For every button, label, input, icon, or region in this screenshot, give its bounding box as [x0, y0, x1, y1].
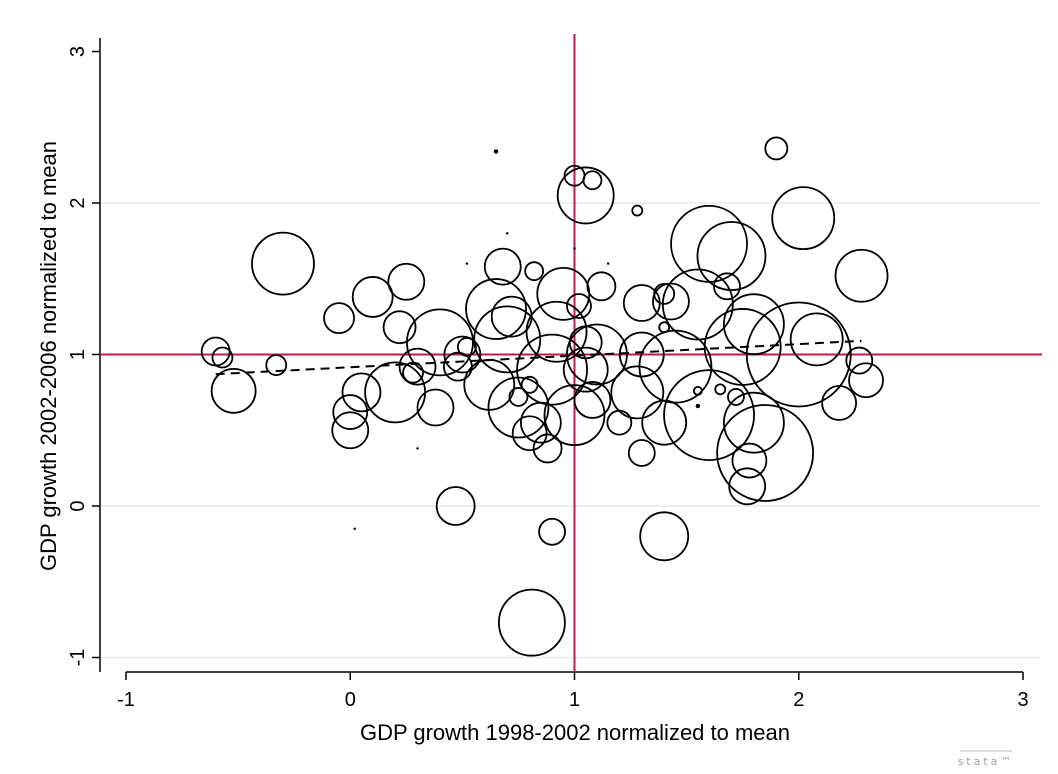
- data-point-14: [821, 385, 858, 421]
- x-axis-title: GDP growth 1998-2002 normalized to mean: [360, 720, 790, 745]
- y-tick-label-3: 3: [67, 46, 89, 57]
- data-point-21: [714, 383, 727, 396]
- data-point-70: [382, 310, 417, 345]
- data-point-13: [848, 362, 884, 399]
- data-point-56: [465, 278, 527, 340]
- data-point-78: [265, 354, 288, 377]
- data-point-29: [631, 204, 644, 217]
- data-point-86: [573, 247, 576, 250]
- data-point-81: [211, 346, 234, 369]
- data-point-5: [696, 221, 767, 291]
- data-point-62: [443, 335, 482, 374]
- data-point-26: [639, 511, 690, 562]
- data-point-74: [332, 394, 369, 430]
- x-tick-label-3: 3: [1017, 689, 1028, 711]
- data-point-12: [789, 312, 844, 367]
- data-point-76: [323, 302, 355, 335]
- data-point-89: [606, 262, 610, 265]
- data-point-75: [331, 411, 370, 450]
- data-point-51: [524, 261, 545, 282]
- data-point-60: [508, 387, 529, 407]
- data-point-66: [416, 388, 455, 427]
- data-point-36: [582, 170, 603, 191]
- data-point-22: [692, 385, 703, 396]
- stata-watermark: stata™: [958, 755, 1015, 768]
- data-point-82: [493, 149, 499, 154]
- data-point-85: [505, 232, 509, 235]
- y-tick-label-1: 1: [67, 349, 89, 360]
- data-point-43: [573, 381, 612, 419]
- data-points: [200, 136, 889, 657]
- data-point-11: [834, 248, 889, 303]
- x-tick-label-1: 1: [569, 689, 580, 711]
- data-point-45: [525, 300, 588, 363]
- data-point-46: [516, 333, 588, 406]
- data-point-42: [543, 384, 606, 447]
- data-point-24: [658, 321, 671, 334]
- data-point-44: [536, 266, 591, 321]
- data-point-17: [731, 442, 768, 479]
- data-point-79: [210, 367, 257, 414]
- data-point-68: [402, 361, 424, 384]
- data-point-63: [442, 351, 473, 382]
- data-point-64: [435, 486, 476, 526]
- data-point-2: [663, 369, 755, 462]
- y-tick-label--1: -1: [67, 649, 89, 667]
- data-point-52: [538, 517, 566, 546]
- data-point-34: [556, 166, 615, 225]
- data-point-88: [416, 447, 419, 450]
- data-point-87: [695, 403, 701, 409]
- data-point-10: [723, 293, 785, 356]
- fit-line: [215, 339, 862, 376]
- data-point-57: [483, 247, 522, 286]
- data-point-83: [353, 527, 356, 530]
- data-point-39: [562, 346, 609, 393]
- data-point-27: [641, 399, 688, 446]
- y-tick-label-2: 2: [67, 197, 89, 208]
- data-point-77: [251, 231, 315, 296]
- data-point-59: [487, 376, 550, 439]
- data-point-69: [387, 262, 426, 301]
- data-point-84: [465, 262, 469, 265]
- data-point-19: [713, 272, 741, 301]
- data-point-72: [351, 276, 394, 318]
- data-point-71: [364, 361, 427, 424]
- data-point-53: [497, 588, 566, 657]
- data-point-9: [771, 186, 836, 251]
- data-point-25: [652, 282, 690, 321]
- x-tick-label--1: -1: [117, 689, 135, 711]
- data-point-30: [618, 331, 665, 378]
- data-point-38: [566, 323, 628, 386]
- fit-line-group: [215, 339, 862, 376]
- x-tick-label-0: 0: [345, 689, 356, 711]
- data-point-18: [728, 467, 767, 506]
- data-point-1: [716, 404, 815, 502]
- y-axis-title: GDP growth 2002-2006 normalized to mean: [36, 141, 61, 571]
- data-point-15: [845, 346, 874, 375]
- data-point-67: [398, 347, 437, 386]
- data-point-47: [519, 401, 562, 444]
- data-point-32: [627, 439, 656, 467]
- data-point-48: [511, 415, 548, 452]
- data-point-28: [622, 284, 661, 322]
- y-tick-label-0: 0: [67, 500, 89, 511]
- data-point-73: [341, 372, 382, 413]
- data-point-41: [566, 293, 592, 319]
- data-point-33: [606, 409, 633, 436]
- data-point-8: [723, 391, 785, 454]
- data-point-20: [727, 388, 745, 406]
- data-point-55: [473, 305, 542, 374]
- data-point-0: [745, 301, 852, 408]
- data-point-49: [532, 433, 563, 464]
- data-point-16: [764, 136, 789, 161]
- x-tick-label-2: 2: [793, 689, 804, 711]
- data-point-31: [610, 365, 665, 420]
